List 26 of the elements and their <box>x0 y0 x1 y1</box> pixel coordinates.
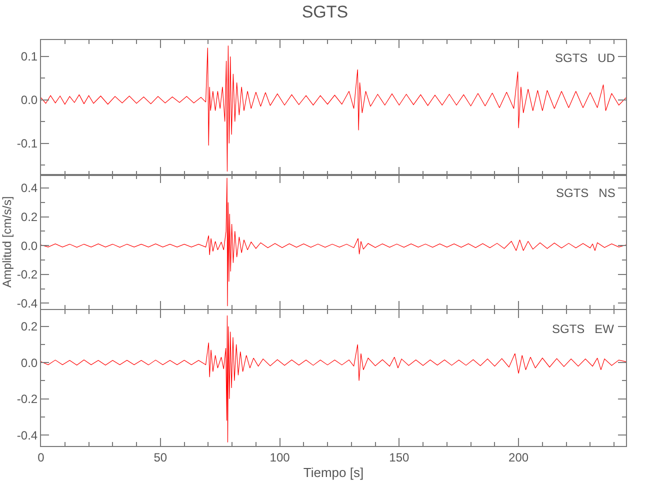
y-tick-label: -0.1 <box>16 136 38 151</box>
y-tick-label: -0.4 <box>16 296 38 310</box>
chart-title: SGTS <box>302 2 348 22</box>
x-tick-label: 50 <box>154 450 168 464</box>
y-tick-label: 0.0 <box>20 238 38 253</box>
y-tick-label: 0.2 <box>20 210 38 224</box>
x-tick-label: 200 <box>508 450 529 464</box>
y-tick-label: -0.2 <box>16 268 38 282</box>
x-tick-label: 100 <box>270 450 290 464</box>
x-axis-title: Tiempo [s] <box>303 465 364 480</box>
line-series <box>41 315 626 443</box>
y-tick-label: -0.4 <box>16 428 38 442</box>
y-axis-title: Amplitud [cm/s/s] <box>0 196 14 288</box>
annotation: SGTS EW <box>552 322 615 336</box>
x-tick-label: 0 <box>38 450 45 464</box>
line-series <box>41 178 626 306</box>
y-tick-label: 0.1 <box>20 50 38 64</box>
y-tick-label: 0.2 <box>20 320 38 334</box>
y-tick-label: 0.0 <box>20 93 38 108</box>
y-tick-label: 0.0 <box>20 356 38 370</box>
annotation: SGTS NS <box>556 186 616 200</box>
annotation: SGTS UD <box>555 51 616 65</box>
y-tick-label: -0.2 <box>16 392 38 406</box>
x-tick-label: 150 <box>389 450 410 464</box>
y-tick-label: 0.4 <box>20 181 38 196</box>
line-series <box>41 45 626 172</box>
